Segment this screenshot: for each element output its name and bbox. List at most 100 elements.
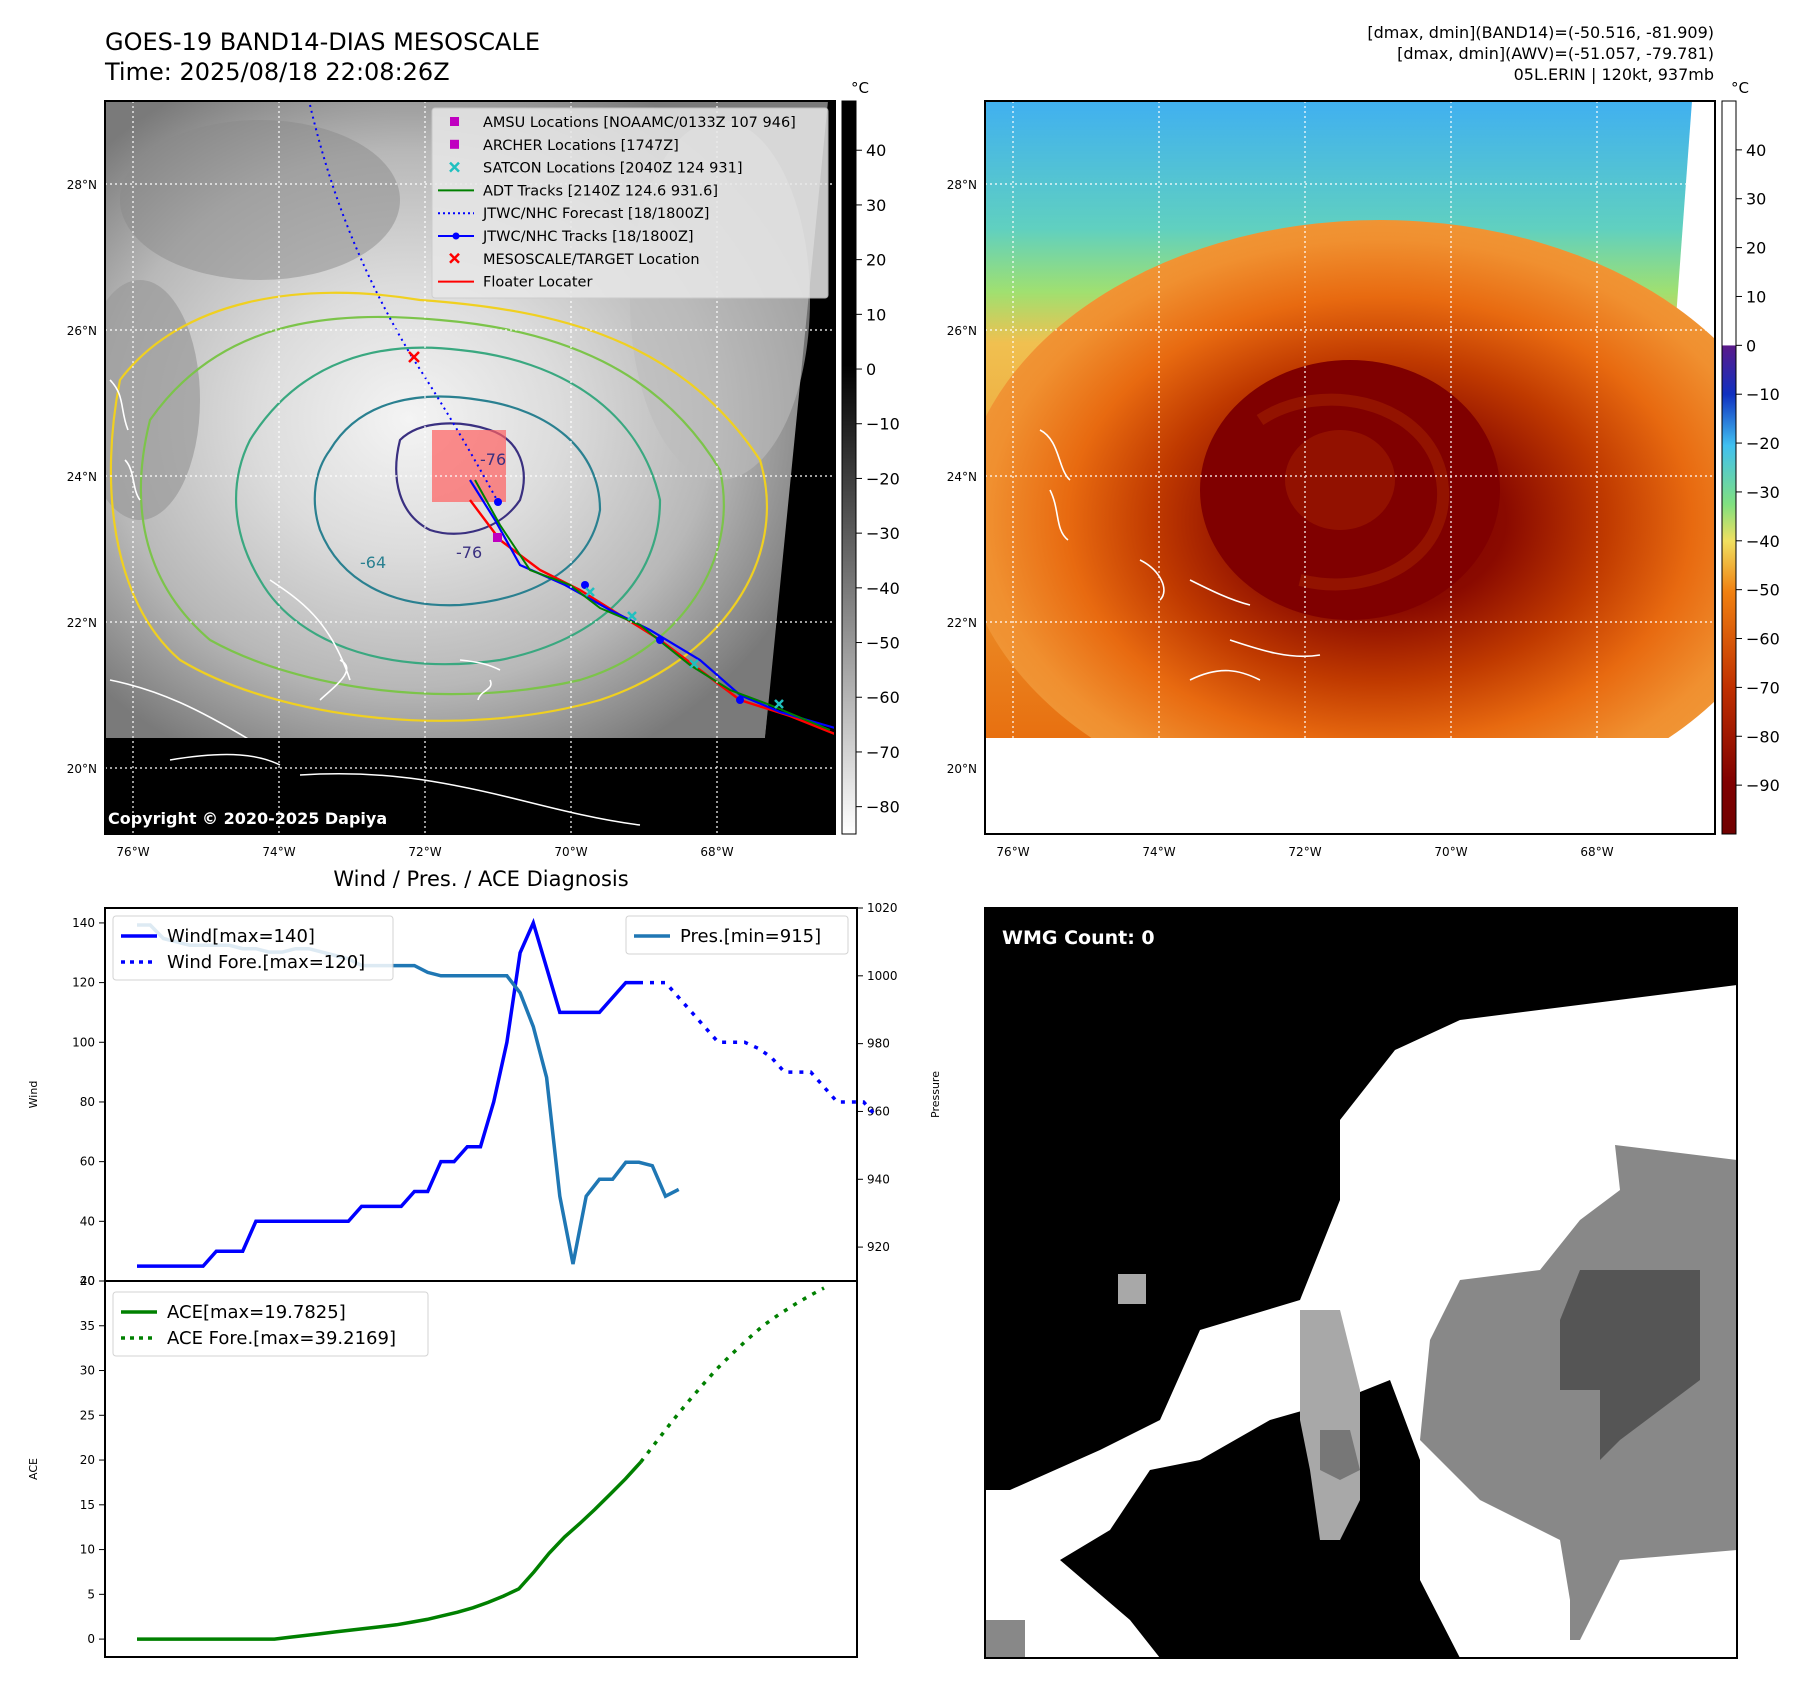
- y-tick-label: 100: [72, 1035, 95, 1049]
- chart-legend-label: ACE Fore.[max=39.2169]: [167, 1328, 396, 1349]
- y2-tick-label: 920: [867, 1240, 890, 1254]
- y-tick-label: 30: [80, 1364, 95, 1378]
- awv-map-lat-label: 22°N: [947, 616, 977, 630]
- y2-tick-label: 980: [867, 1037, 890, 1051]
- ir-map-lon-label: 70°W: [554, 845, 587, 859]
- legend-entry: Floater Locater: [438, 275, 592, 291]
- colorbar-tick-label: −30: [1746, 483, 1780, 502]
- y-tick-label: 25: [80, 1408, 95, 1422]
- colorbar-tick-label: 40: [866, 141, 886, 160]
- legend-label: ARCHER Locations [1747Z]: [483, 138, 679, 154]
- legend-entry: AMSU Locations [NOAAMC/0133Z 107 946]: [450, 115, 796, 131]
- legend-entry: JTWC/NHC Forecast [18/1800Z]: [438, 206, 709, 222]
- y2-tick-label: 940: [867, 1172, 890, 1186]
- y-tick-label: 20: [80, 1453, 95, 1467]
- chart-legend: Pres.[min=915]: [625, 915, 849, 955]
- chart-legend-label: Pres.[min=915]: [680, 926, 821, 947]
- ir-map-lat-label: 22°N: [67, 616, 97, 630]
- chart-legend-label: ACE[max=19.7825]: [167, 1302, 346, 1323]
- colorbar-gray: °C 40 30 20 10 0 −10 −20 −30 −40 −50 −60 −70 −80: [841, 79, 900, 835]
- y-tick-label: 80: [80, 1095, 95, 1109]
- colorbar-tick-label: 0: [1746, 336, 1756, 355]
- colorbar-tick-label: −10: [866, 415, 900, 434]
- y-tick-label: 10: [80, 1543, 95, 1557]
- copyright-text: Copyright © 2020-2025 Dapiya: [108, 809, 387, 828]
- colorbar-tick-label: −50: [866, 634, 900, 653]
- figure-title-line1: GOES-19 BAND14-DIAS MESOSCALE: [105, 28, 540, 56]
- legend-label: SATCON Locations [2040Z 124 931]: [483, 161, 742, 177]
- colorbar-tick-label: 10: [866, 305, 886, 324]
- diagnosis-title: Wind / Pres. / ACE Diagnosis: [333, 867, 628, 891]
- colorbar-tick-label: −80: [866, 798, 900, 817]
- info-line2: [dmax, dmin](AWV)=(-51.057, -79.781): [1397, 44, 1714, 63]
- colorbar-tick-label: −30: [866, 524, 900, 543]
- legend-label: AMSU Locations [NOAAMC/0133Z 107 946]: [483, 115, 796, 131]
- y-tick-label: 140: [72, 916, 95, 930]
- colorbar-tick-label: −20: [866, 469, 900, 488]
- chart-legend-label: Wind Fore.[max=120]: [167, 952, 365, 973]
- y-tick-label: 40: [80, 1274, 95, 1288]
- colorbar-color-unit: °C: [1731, 79, 1749, 97]
- y-tick-label: 120: [72, 976, 95, 990]
- ir-map-lat-label: 24°N: [67, 470, 97, 484]
- figure-title-line2: Time: 2025/08/18 22:08:26Z: [104, 58, 450, 86]
- awv-map-lat-label: 24°N: [947, 470, 977, 484]
- colorbar-tick-label: −50: [1746, 581, 1780, 600]
- colorbar-tick-label: 20: [1746, 239, 1766, 258]
- awv-map-lat-label: 26°N: [947, 324, 977, 338]
- wind-pressure-chart: 2040608010012014092094096098010001020Win…: [27, 901, 942, 1288]
- legend-label: JTWC/NHC Forecast [18/1800Z]: [482, 206, 709, 222]
- contour-label-1: -76: [480, 450, 506, 469]
- chart-legend: Wind[max=140] Wind Fore.[max=120]: [112, 915, 394, 981]
- legend-label: JTWC/NHC Tracks [18/1800Z]: [482, 229, 694, 245]
- chart-legend-label: Wind[max=140]: [167, 926, 315, 947]
- ir-map-lon-label: 76°W: [116, 845, 149, 859]
- colorbar-tick-label: 30: [1746, 190, 1766, 209]
- ir-map-lon-label: 74°W: [262, 845, 295, 859]
- y-tick-label: 60: [80, 1155, 95, 1169]
- ir-map-lat-label: 20°N: [67, 762, 97, 776]
- legend-entry: SATCON Locations [2040Z 124 931]: [449, 161, 742, 177]
- colorbar-color: °C 40 30 20 10 0 −10 −20 −30 −40 −50 −60 −70 −80 −90: [1721, 79, 1780, 835]
- y-tick-label: 5: [87, 1587, 95, 1601]
- y2-tick-label: 960: [867, 1104, 890, 1118]
- chart-legend: ACE[max=19.7825] ACE Fore.[max=39.2169]: [112, 1291, 429, 1357]
- awv-map-lon-label: 68°W: [1580, 845, 1613, 859]
- awv-map-lon-label: 70°W: [1434, 845, 1467, 859]
- y-tick-label: 15: [80, 1498, 95, 1512]
- colorbar-tick-label: −70: [866, 743, 900, 762]
- info-line3: 05L.ERIN | 120kt, 937mb: [1514, 65, 1714, 84]
- series-line: [137, 1460, 643, 1641]
- map-legend: AMSU Locations [NOAAMC/0133Z 107 946] ARC…: [431, 107, 829, 299]
- colorbar-tick-label: 40: [1746, 141, 1766, 160]
- legend-entry: JTWC/NHC Tracks [18/1800Z]: [438, 229, 694, 245]
- ir-map-lat-label: 26°N: [67, 324, 97, 338]
- awv-map-lon-label: 74°W: [1142, 845, 1175, 859]
- ir-map-lon-label: 68°W: [700, 845, 733, 859]
- ir-map-lat-label: 28°N: [67, 178, 97, 192]
- awv-map-lat-label: 28°N: [947, 178, 977, 192]
- ir-map-lon-label: 72°W: [408, 845, 441, 859]
- series-line: [137, 917, 639, 1268]
- colorbar-tick-label: −20: [1746, 434, 1780, 453]
- colorbar-tick-label: 0: [866, 360, 876, 379]
- legend-entry: MESOSCALE/TARGET Location: [449, 252, 700, 268]
- ace-chart: 0 5 10 15 20 25 30 35 40 ACE ACE[max=19.7825] ACE F…: [27, 1274, 858, 1658]
- awv-map-lat-label: 20°N: [947, 762, 977, 776]
- legend-label: ADT Tracks [2140Z 124.6 931.6]: [483, 183, 718, 199]
- colorbar-tick-label: −60: [866, 688, 900, 707]
- colorbar-tick-label: 20: [866, 251, 886, 270]
- colorbar-tick-label: 30: [866, 196, 886, 215]
- contour-label-2: -64: [360, 553, 386, 572]
- y2-axis-label: Pressure: [929, 1071, 942, 1118]
- legend-label: MESOSCALE/TARGET Location: [483, 252, 700, 268]
- colorbar-gray-unit: °C: [851, 79, 869, 97]
- wmg-panel: WMG Count: 0: [984, 907, 1738, 1659]
- series-line: [639, 1286, 825, 1464]
- colorbar-tick-label: −80: [1746, 727, 1780, 746]
- y-tick-label: 0: [87, 1632, 95, 1646]
- awv-map-lon-label: 76°W: [996, 845, 1029, 859]
- y-tick-label: 40: [80, 1214, 95, 1228]
